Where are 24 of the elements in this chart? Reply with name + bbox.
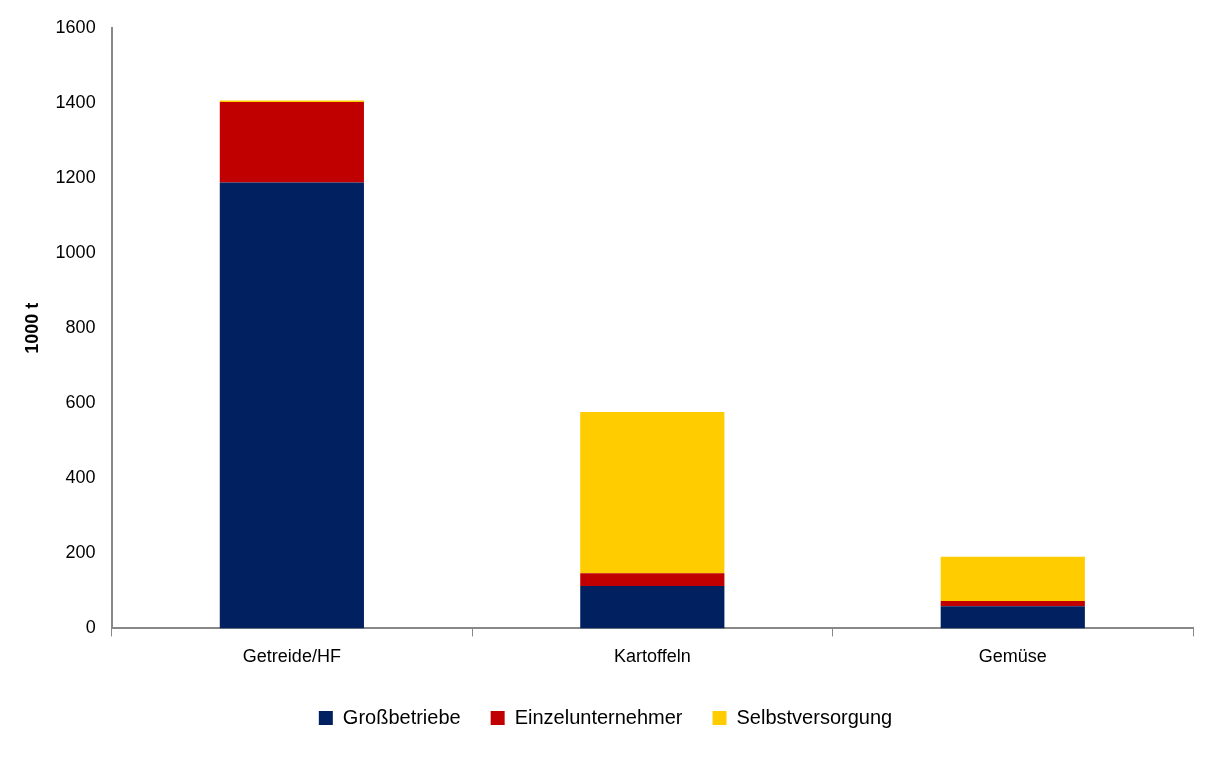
x-tick-label: Kartoffeln: [613, 646, 691, 667]
bar: [940, 601, 1085, 607]
x-tick-label: Getreide/HF: [242, 646, 341, 667]
bar: [580, 586, 725, 629]
bar: [940, 606, 1085, 629]
y-tick-label: 800: [65, 317, 96, 338]
bar: [580, 573, 725, 586]
legend-label: Selbstversorgung: [736, 705, 893, 728]
y-tick-label: 1200: [55, 167, 96, 188]
y-tick-label: 1600: [55, 16, 96, 37]
legend-label: Einzelunternehmer: [514, 705, 683, 728]
y-tick-label: 600: [65, 392, 96, 413]
bar: [940, 556, 1085, 602]
y-tick-label: 1400: [55, 92, 96, 113]
x-tick-label: Gemüse: [978, 646, 1047, 667]
y-axis-title: 1000 t: [21, 302, 42, 354]
bar: [219, 182, 364, 629]
y-tick-label: 200: [65, 542, 96, 563]
y-tick-label: 0: [85, 617, 96, 638]
y-tick-label: 400: [65, 467, 96, 488]
y-tick-label: 1000: [55, 242, 96, 263]
bar: [219, 101, 364, 183]
legend-label: Großbetriebe: [342, 705, 461, 728]
bar: [580, 411, 725, 574]
